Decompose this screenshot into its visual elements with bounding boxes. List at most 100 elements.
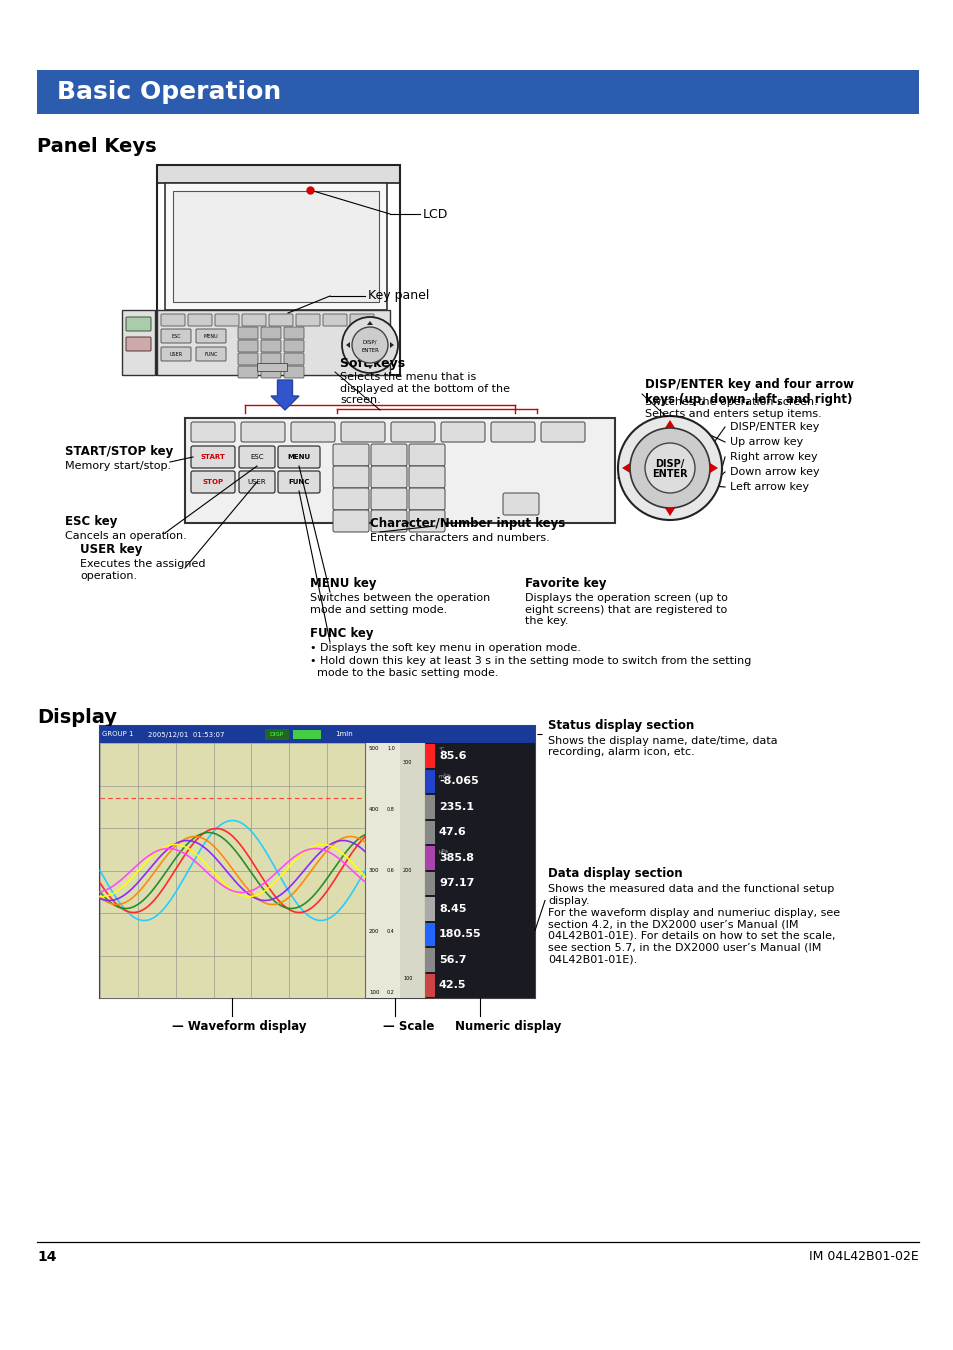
FancyBboxPatch shape bbox=[126, 338, 151, 351]
FancyBboxPatch shape bbox=[284, 327, 304, 339]
Polygon shape bbox=[346, 342, 350, 348]
Bar bbox=[365, 743, 399, 998]
Bar bbox=[157, 165, 399, 375]
Bar bbox=[424, 769, 435, 792]
Text: 385.8: 385.8 bbox=[438, 853, 474, 863]
FancyBboxPatch shape bbox=[409, 487, 444, 510]
Bar bbox=[172, 190, 378, 302]
Text: Key panel: Key panel bbox=[368, 289, 429, 302]
Text: Character/Number input keys: Character/Number input keys bbox=[370, 517, 565, 531]
Text: START/STOP key: START/STOP key bbox=[65, 446, 173, 458]
Text: • Hold down this key at least 3 s in the setting mode to switch from the setting: • Hold down this key at least 3 s in the… bbox=[310, 656, 751, 678]
FancyBboxPatch shape bbox=[333, 466, 369, 487]
Text: -8.065: -8.065 bbox=[438, 776, 478, 786]
FancyBboxPatch shape bbox=[295, 315, 319, 325]
Text: USER: USER bbox=[170, 352, 182, 358]
Bar bbox=[424, 973, 435, 998]
Text: 100: 100 bbox=[402, 976, 412, 980]
FancyBboxPatch shape bbox=[161, 315, 185, 325]
Text: FUNC key: FUNC key bbox=[310, 626, 374, 640]
FancyBboxPatch shape bbox=[371, 487, 407, 510]
Text: Enters characters and numbers.: Enters characters and numbers. bbox=[370, 533, 549, 543]
Bar bbox=[399, 743, 424, 998]
Bar bbox=[157, 310, 390, 375]
Text: DISP/ENTER key: DISP/ENTER key bbox=[729, 423, 819, 432]
FancyBboxPatch shape bbox=[371, 444, 407, 466]
FancyBboxPatch shape bbox=[195, 329, 226, 343]
FancyBboxPatch shape bbox=[191, 423, 234, 441]
Text: µPa: µPa bbox=[438, 849, 449, 855]
FancyBboxPatch shape bbox=[237, 366, 257, 378]
Text: DISP/ENTER key and four arrow
keys (up, down, left, and right): DISP/ENTER key and four arrow keys (up, … bbox=[644, 378, 853, 406]
Text: Displays the operation screen (up to
eight screens) that are registered to
the k: Displays the operation screen (up to eig… bbox=[524, 593, 727, 626]
Bar bbox=[122, 310, 154, 375]
FancyBboxPatch shape bbox=[269, 315, 293, 325]
FancyBboxPatch shape bbox=[191, 471, 234, 493]
FancyBboxPatch shape bbox=[371, 466, 407, 487]
Bar bbox=[100, 743, 365, 998]
Text: 47.6: 47.6 bbox=[438, 828, 466, 837]
Bar bbox=[157, 165, 399, 184]
FancyBboxPatch shape bbox=[237, 327, 257, 339]
FancyBboxPatch shape bbox=[239, 471, 274, 493]
FancyBboxPatch shape bbox=[409, 510, 444, 532]
Text: FUNC: FUNC bbox=[204, 352, 217, 358]
Bar bbox=[185, 418, 615, 522]
FancyBboxPatch shape bbox=[188, 315, 212, 325]
Text: Favorite key: Favorite key bbox=[524, 576, 606, 590]
Text: 0.2: 0.2 bbox=[387, 991, 395, 995]
FancyBboxPatch shape bbox=[350, 315, 374, 325]
Text: 400: 400 bbox=[369, 807, 379, 811]
FancyBboxPatch shape bbox=[261, 327, 281, 339]
Bar bbox=[424, 743, 535, 998]
Bar bbox=[424, 846, 435, 869]
FancyBboxPatch shape bbox=[540, 423, 584, 441]
FancyBboxPatch shape bbox=[284, 352, 304, 365]
Text: Shows the display name, date/time, data
recording, alarm icon, etc.: Shows the display name, date/time, data … bbox=[547, 736, 777, 757]
FancyBboxPatch shape bbox=[491, 423, 535, 441]
Text: GROUP 1: GROUP 1 bbox=[102, 732, 133, 737]
Text: DISP/: DISP/ bbox=[362, 339, 376, 344]
FancyBboxPatch shape bbox=[237, 340, 257, 352]
FancyBboxPatch shape bbox=[333, 487, 369, 510]
Bar bbox=[424, 821, 435, 844]
Circle shape bbox=[341, 317, 397, 373]
Text: Shows the measured data and the functional setup
display.
For the waveform displ: Shows the measured data and the function… bbox=[547, 884, 840, 964]
Polygon shape bbox=[709, 463, 718, 472]
Text: 56.7: 56.7 bbox=[438, 954, 466, 965]
FancyBboxPatch shape bbox=[291, 423, 335, 441]
Text: 0.8: 0.8 bbox=[387, 807, 395, 811]
Text: 200: 200 bbox=[369, 929, 379, 934]
Bar bbox=[37, 70, 918, 113]
Text: FUNC: FUNC bbox=[288, 479, 310, 485]
FancyBboxPatch shape bbox=[261, 352, 281, 365]
Bar bbox=[100, 726, 535, 998]
Text: m³/h: m³/h bbox=[438, 772, 452, 778]
Text: 500: 500 bbox=[369, 745, 379, 751]
Text: ESC: ESC bbox=[250, 454, 263, 460]
Text: 1.0: 1.0 bbox=[387, 745, 395, 751]
Text: 1min: 1min bbox=[335, 732, 353, 737]
Text: °C: °C bbox=[438, 747, 445, 752]
FancyBboxPatch shape bbox=[242, 315, 266, 325]
Text: MENU: MENU bbox=[204, 335, 218, 339]
Text: 235.1: 235.1 bbox=[438, 802, 474, 811]
Circle shape bbox=[644, 443, 695, 493]
Text: Up arrow key: Up arrow key bbox=[729, 437, 802, 447]
Bar bbox=[165, 184, 387, 310]
Text: 300: 300 bbox=[369, 868, 379, 873]
Text: Soft keys: Soft keys bbox=[339, 356, 405, 370]
FancyBboxPatch shape bbox=[333, 444, 369, 466]
Text: 0.4: 0.4 bbox=[387, 929, 395, 934]
FancyBboxPatch shape bbox=[333, 510, 369, 532]
FancyBboxPatch shape bbox=[277, 471, 319, 493]
Bar bbox=[424, 744, 435, 768]
Text: Cancels an operation.: Cancels an operation. bbox=[65, 531, 187, 541]
FancyBboxPatch shape bbox=[161, 347, 191, 360]
FancyBboxPatch shape bbox=[261, 366, 281, 378]
Circle shape bbox=[618, 416, 721, 520]
Text: ESC key: ESC key bbox=[65, 514, 117, 528]
Text: Panel Keys: Panel Keys bbox=[37, 136, 156, 157]
FancyBboxPatch shape bbox=[261, 340, 281, 352]
Text: LCD: LCD bbox=[422, 208, 448, 220]
